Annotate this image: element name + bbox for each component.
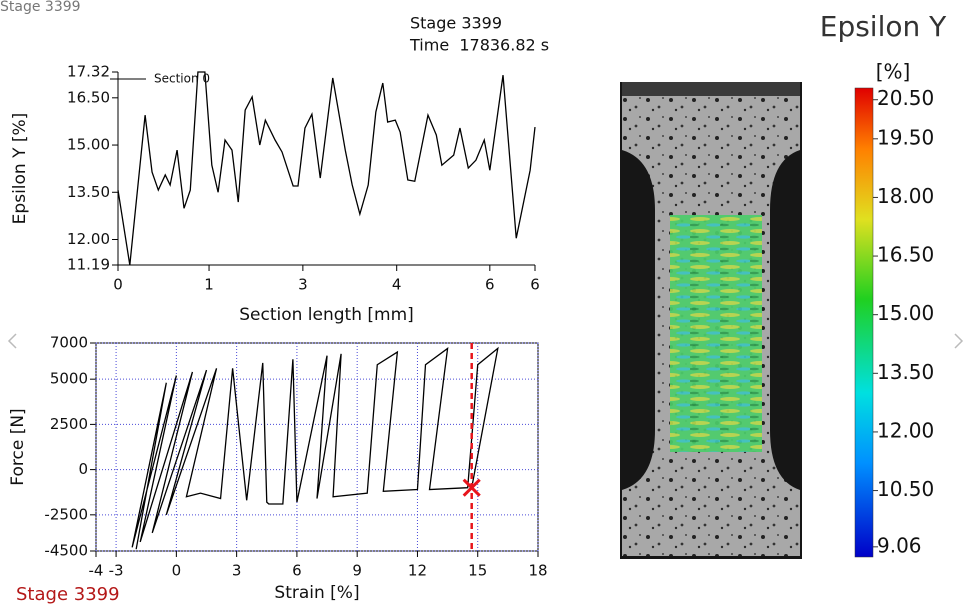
y-axis-label: Force [N] <box>8 408 28 485</box>
colorbar-tick-label: 20.50 <box>877 86 934 110</box>
info-time: Time 17836.82 s <box>409 36 549 55</box>
x-tick-label: 6 <box>530 276 540 294</box>
colorbar-tick-label: 18.00 <box>877 184 934 208</box>
x-tick-label: 3 <box>298 276 308 294</box>
colorbar-title: Epsilon Y <box>820 10 947 43</box>
x-tick-label: -3 <box>109 562 124 580</box>
y-tick-label: 2500 <box>50 415 88 433</box>
x-tick-label: 4 <box>392 276 402 294</box>
x-axis-label: Section length [mm] <box>239 305 414 325</box>
data-line <box>117 71 536 266</box>
y-tick-label: 12.00 <box>67 230 110 248</box>
bottom-fade <box>0 560 966 606</box>
x-tick-label: 18 <box>528 562 547 580</box>
x-tick-label: 6 <box>292 562 302 580</box>
colorbar-tick-label: 19.50 <box>877 125 934 149</box>
colorbar <box>854 87 874 558</box>
y-tick-label: 17.32 <box>67 63 110 81</box>
info-stage: Stage 3399 <box>410 14 502 33</box>
x-tick-label: 15 <box>468 562 487 580</box>
x-tick-label: 9 <box>352 562 362 580</box>
corner-label: Stage 3399 <box>0 0 81 15</box>
y-tick-label: -4500 <box>44 542 88 560</box>
y-tick-label: 5000 <box>50 370 88 388</box>
x-tick-label: 1 <box>204 276 214 294</box>
y-tick-label: 13.50 <box>67 183 110 201</box>
data-line <box>131 346 499 550</box>
colorbar-tick-label: 10.50 <box>877 477 934 501</box>
legend-label: Section 0 <box>154 72 210 86</box>
specimen-image <box>620 82 802 559</box>
y-tick-label: 16.50 <box>67 88 110 106</box>
cursor-marker <box>462 478 481 497</box>
prev-arrow[interactable] <box>7 333 17 349</box>
x-tick-label: 3 <box>232 562 242 580</box>
x-tick-label: 6 <box>485 276 495 294</box>
y-tick-label: 11.19 <box>67 256 110 274</box>
y-tick-label: 15.00 <box>67 136 110 154</box>
y-tick-label: 0 <box>78 460 88 478</box>
x-tick-label: 12 <box>408 562 427 580</box>
stage-label: Stage 3399 <box>16 584 120 605</box>
colorbar-tick-label: 12.00 <box>877 418 934 442</box>
next-arrow[interactable] <box>954 333 964 349</box>
colorbar-unit: [%] <box>876 60 911 84</box>
y-tick-label: -2500 <box>44 505 88 523</box>
y-tick-label: 7000 <box>50 334 88 352</box>
x-tick-label: -4 <box>89 562 104 580</box>
colorbar-tick-label: 16.50 <box>877 243 934 267</box>
y-axis-label: Epsilon Y [%] <box>10 113 30 225</box>
colorbar-tick-label: 13.50 <box>877 360 934 384</box>
x-tick-label: 0 <box>113 276 123 294</box>
x-axis-label: Strain [%] <box>274 583 359 603</box>
colorbar-tick-label: 9.06 <box>877 533 922 557</box>
x-tick-label: 0 <box>172 562 182 580</box>
colorbar-tick-label: 15.00 <box>877 301 934 325</box>
plot-frame <box>95 342 539 552</box>
